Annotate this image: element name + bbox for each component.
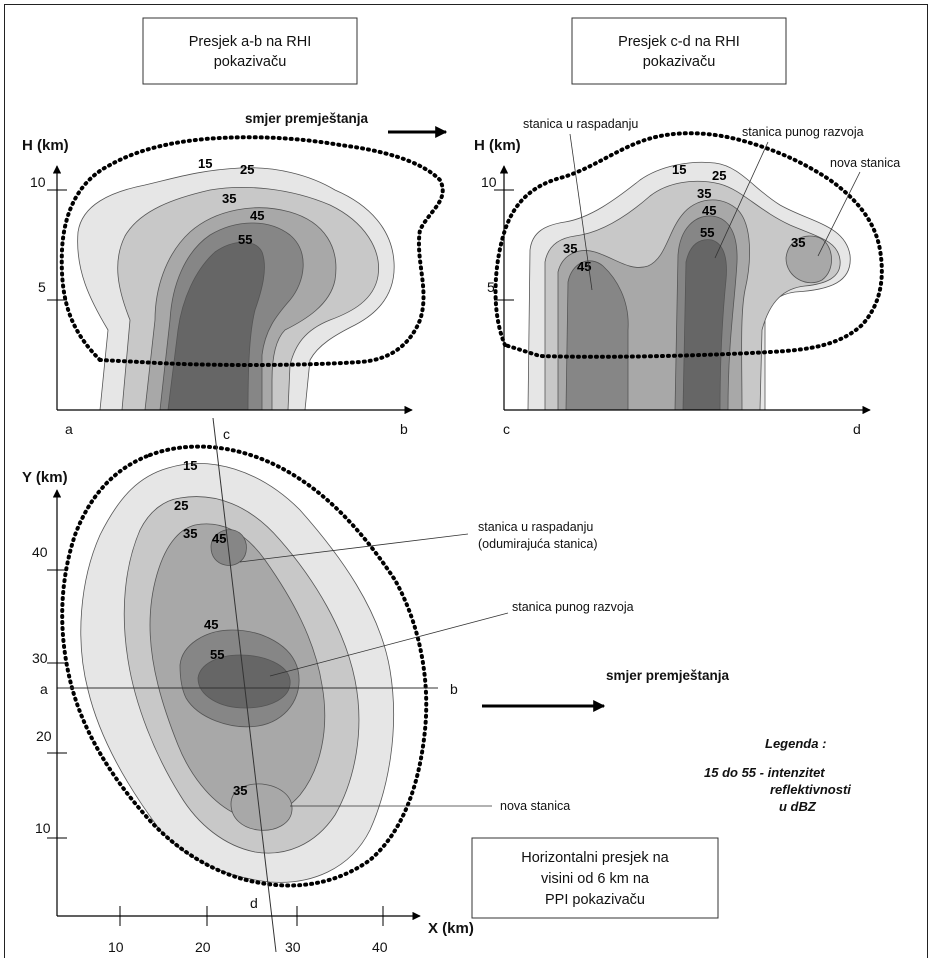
caption-box-ab bbox=[142, 17, 358, 85]
caption-ab-line2: pokazivaču bbox=[214, 54, 287, 70]
tick-label-x40: 40 bbox=[372, 939, 388, 955]
contour-region-55-cd bbox=[682, 239, 727, 411]
tick-label-y20: 20 bbox=[36, 728, 52, 744]
tick-label-10-cd: 10 bbox=[481, 174, 497, 190]
legend-title: Legenda : bbox=[765, 736, 826, 751]
direction-indicator-top: smjer premještanja bbox=[245, 111, 448, 138]
tick-label-x30: 30 bbox=[285, 939, 301, 955]
caption-box-cd bbox=[571, 17, 787, 85]
caption-cd-line2: pokazivaču bbox=[643, 54, 716, 70]
caption-ppi-line3: PPI pokazivaču bbox=[545, 892, 645, 908]
ppi-contour-label-35: 35 bbox=[183, 526, 197, 541]
label-mature-ppi: stanica punog razvoja bbox=[512, 600, 634, 614]
leader-mature-ppi bbox=[269, 612, 509, 677]
contour-label-45-ab: 45 bbox=[250, 208, 264, 223]
legend-line2: reflektivnosti bbox=[770, 782, 851, 797]
ppi-contour-label-45-old: 45 bbox=[212, 531, 226, 546]
contour-label-55-cd: 55 bbox=[700, 225, 714, 240]
contour-region-55 bbox=[167, 241, 265, 411]
label-decaying-cell-rhi: stanica u raspadanju bbox=[523, 117, 638, 131]
ppi-contour-35-new bbox=[230, 783, 293, 831]
rhi-section-ab: Presjek a-b na RHI pokazivaču 10 5 H (km… bbox=[22, 17, 445, 437]
caption-ppi-line2: visini od 6 km na bbox=[541, 871, 650, 887]
ppi-contour-label-55: 55 bbox=[210, 647, 224, 662]
contour-region-35b-cd bbox=[785, 235, 832, 284]
cloud-outline-ppi bbox=[60, 444, 429, 888]
contour-region-45-cd bbox=[565, 260, 629, 411]
label-decaying-ppi-2: (odumirajuća stanica) bbox=[478, 537, 598, 551]
direction-label-bottom: smjer premještanja bbox=[606, 668, 730, 683]
caption-box-ppi bbox=[471, 837, 719, 919]
leader-new-rhi bbox=[817, 171, 861, 257]
cloud-outline-cd bbox=[493, 131, 884, 359]
y-axis-label-cd: H (km) bbox=[474, 137, 521, 154]
contour-label-35-old-cd: 35 bbox=[563, 241, 577, 256]
ppi-section-a: a bbox=[40, 681, 48, 697]
contour-label-25-cd: 25 bbox=[712, 168, 726, 183]
tick-label-x20: 20 bbox=[195, 939, 211, 955]
label-decaying-ppi-1: stanica u raspadanju bbox=[478, 520, 593, 534]
cloud-outline-ab bbox=[59, 135, 445, 367]
tick-label-x10: 10 bbox=[108, 939, 124, 955]
legend-line1: 15 do 55 - intenzitet bbox=[704, 765, 825, 780]
rhi-section-cd: Presjek c-d na RHI pokazivaču 10 5 H (km… bbox=[474, 17, 900, 437]
direction-label-top: smjer premještanja bbox=[245, 111, 369, 126]
ppi-contour-label-45: 45 bbox=[204, 617, 218, 632]
caption-cd-line1: Presjek c-d na RHI bbox=[618, 34, 740, 50]
figure-frame bbox=[4, 4, 928, 958]
section-line-cd bbox=[212, 417, 277, 953]
leader-decaying-ppi bbox=[239, 533, 469, 563]
contour-label-15-cd: 15 bbox=[672, 162, 686, 177]
label-mature-cell-rhi: stanica punog razvoja bbox=[742, 125, 864, 139]
ppi-section: 40 30 20 10 10 20 30 40 Y (km) X (km) a … bbox=[22, 417, 730, 955]
caption-ab-line1: Presjek a-b na RHI bbox=[189, 34, 312, 50]
section-end-d: d bbox=[853, 421, 861, 437]
contour-label-35-ab: 35 bbox=[222, 191, 236, 206]
tick-label-y10: 10 bbox=[35, 820, 51, 836]
section-start-c: c bbox=[503, 421, 510, 437]
contour-label-55-ab: 55 bbox=[238, 232, 252, 247]
ppi-section-b: b bbox=[450, 681, 458, 697]
section-end-b: b bbox=[400, 421, 408, 437]
label-new-ppi: nova stanica bbox=[500, 799, 570, 813]
tick-label-5-cd: 5 bbox=[487, 279, 495, 295]
contour-label-45-cd: 45 bbox=[702, 203, 716, 218]
label-new-cell-rhi: nova stanica bbox=[830, 156, 900, 170]
x-axis-label-ppi: X (km) bbox=[428, 920, 474, 937]
leader-decaying-rhi bbox=[569, 133, 593, 291]
ppi-section-d: d bbox=[250, 895, 258, 911]
tick-label-5-ab: 5 bbox=[38, 279, 46, 295]
caption-ppi-line1: Horizontalni presjek na bbox=[521, 850, 669, 866]
ppi-contour-label-35-new: 35 bbox=[233, 783, 247, 798]
legend: Legenda : 15 do 55 - intenzitet reflekti… bbox=[704, 736, 851, 814]
ppi-contour-label-25: 25 bbox=[174, 498, 188, 513]
tick-label-10-ab: 10 bbox=[30, 174, 46, 190]
tick-label-y40: 40 bbox=[32, 544, 48, 560]
ppi-section-c: c bbox=[223, 426, 230, 442]
y-axis-label-ppi: Y (km) bbox=[22, 469, 68, 486]
contour-label-25-ab: 25 bbox=[240, 162, 254, 177]
leader-mature-rhi bbox=[714, 141, 769, 259]
contour-label-35-cd: 35 bbox=[697, 186, 711, 201]
contour-label-35-new-cd: 35 bbox=[791, 235, 805, 250]
contour-label-15-ab: 15 bbox=[198, 156, 212, 171]
legend-line3: u dBZ bbox=[779, 799, 817, 814]
y-axis-label-ab: H (km) bbox=[22, 137, 69, 154]
ppi-contour-label-15: 15 bbox=[183, 458, 197, 473]
section-start-a: a bbox=[65, 421, 73, 437]
tick-label-y30: 30 bbox=[32, 650, 48, 666]
